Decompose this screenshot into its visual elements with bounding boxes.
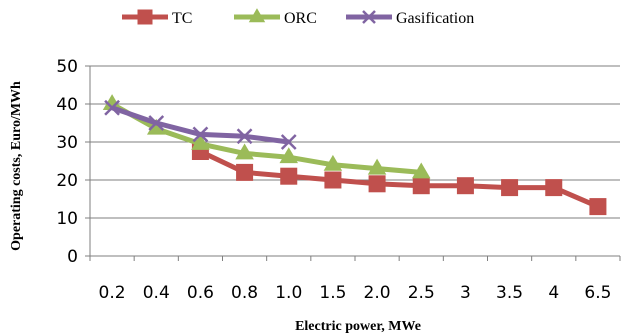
data-point <box>104 99 120 116</box>
x-tick-label: 2.5 <box>408 283 435 303</box>
legend: TC ORC Gasification <box>122 8 474 27</box>
data-point <box>148 115 165 131</box>
x-axis-title: Electric power, MWe <box>295 319 421 334</box>
data-point <box>589 198 607 216</box>
data-point <box>412 177 430 195</box>
x-tick-label: 3.5 <box>496 283 523 303</box>
data-point <box>368 175 386 193</box>
data-point <box>545 179 563 197</box>
legend-item-orc: ORC <box>234 8 317 27</box>
data-point <box>236 163 254 181</box>
x-tick-label: 1.0 <box>275 283 302 303</box>
series-tc <box>191 143 607 216</box>
x-tick-label: 6.5 <box>584 283 611 303</box>
series-line <box>199 149 599 209</box>
y-tick-label: 10 <box>56 209 78 229</box>
data-point <box>324 171 342 189</box>
gridlines <box>90 65 620 219</box>
x-tick-label: 0.2 <box>99 283 126 303</box>
data-point-stroke <box>236 128 253 145</box>
x-tick-label: 1.5 <box>319 283 346 303</box>
data-point <box>323 154 343 171</box>
x-tick-label: 3 <box>460 283 471 303</box>
y-tick-label: 50 <box>56 57 78 77</box>
legend-item-tc: TC <box>122 9 192 27</box>
data-point <box>411 162 431 179</box>
data-point <box>367 158 387 175</box>
x-tick-label: 0.6 <box>187 283 214 303</box>
data-point <box>235 143 254 160</box>
data-point <box>362 10 376 24</box>
series-gasification <box>104 99 297 150</box>
data-point-stroke <box>192 126 209 143</box>
legend-label: Gasification <box>396 10 474 27</box>
data-point <box>248 8 266 23</box>
series-line <box>111 105 290 145</box>
y-axis-title: Operating costs, Euro/MWh <box>9 81 24 251</box>
data-point <box>192 126 209 143</box>
data-point <box>137 9 153 25</box>
x-tick-label: 4 <box>548 283 559 303</box>
x-tick-label: 0.8 <box>231 283 258 303</box>
data-point-stroke <box>362 10 376 24</box>
legend-label: TC <box>172 10 192 27</box>
data-point <box>456 177 474 195</box>
x-tick-label: 2.0 <box>364 283 391 303</box>
data-point <box>236 128 253 145</box>
data-point <box>280 167 298 185</box>
axes: 0 10 20 30 40 50 0.2 0.4 0.6 0.8 1.0 1.5 2.0 2.5 3 3.5 4… <box>56 57 621 303</box>
series-line <box>110 101 422 175</box>
data-point <box>279 147 299 164</box>
series-orc <box>102 94 431 179</box>
data-point-stroke <box>148 115 165 131</box>
data-point-stroke <box>104 99 120 116</box>
data-point <box>191 133 210 150</box>
legend-label: ORC <box>284 10 317 27</box>
legend-item-gasification: Gasification <box>346 10 474 27</box>
series-group <box>102 94 607 216</box>
y-tick-label: 0 <box>67 247 78 267</box>
y-tick-label: 40 <box>56 95 78 115</box>
data-point <box>280 134 297 150</box>
y-tick-label: 30 <box>56 133 78 153</box>
x-tick-label: 0.4 <box>143 283 170 303</box>
data-point-stroke <box>280 134 297 150</box>
y-tick-label: 20 <box>56 171 78 191</box>
data-point <box>501 179 519 197</box>
